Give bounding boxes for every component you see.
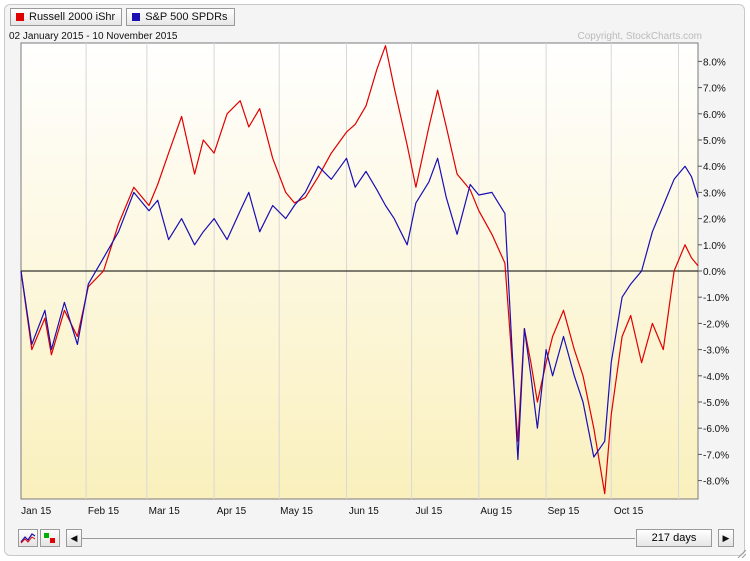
y-tick-label: -4.0%: [703, 372, 729, 383]
days-label: 217 days: [651, 532, 697, 544]
y-tick-label: -7.0%: [703, 450, 729, 461]
line-chart: 8.0% 7.0% 6.0% 5.0% 4.0% 3.0% 2.0% 1.0% 0.0% -1.0…: [20, 42, 729, 517]
scroll-left-button[interactable]: ◀: [66, 529, 82, 547]
x-tick-label: Jul 15: [416, 506, 443, 517]
y-tick-label: 7.0%: [703, 84, 726, 95]
scroll-right-button[interactable]: ▶: [718, 529, 734, 547]
y-tick-label: 5.0%: [703, 136, 726, 147]
y-tick-label: -1.0%: [703, 293, 729, 304]
x-tick-label: Feb 15: [88, 506, 120, 517]
x-tick-label: Sep 15: [548, 506, 580, 517]
line-style-icon: [20, 533, 36, 544]
days-display[interactable]: 217 days: [636, 529, 712, 547]
legend-label-spdr: S&P 500 SPDRs: [145, 11, 228, 23]
legend: Russell 2000 iShr S&P 500 SPDRs: [10, 8, 235, 26]
resize-grip-icon[interactable]: [736, 548, 746, 558]
y-tick-label: -6.0%: [703, 424, 729, 435]
y-tick-label: 6.0%: [703, 110, 726, 121]
y-tick-label: -8.0%: [703, 477, 729, 488]
x-tick-label: Apr 15: [217, 506, 247, 517]
x-tick-label: Jun 15: [349, 506, 379, 517]
left-arrow-icon: ◀: [70, 532, 78, 543]
y-tick-label: -5.0%: [703, 398, 729, 409]
line-style-button[interactable]: [18, 529, 38, 547]
x-tick-label: Jan 15: [21, 506, 51, 517]
y-tick-label: -3.0%: [703, 346, 729, 357]
range-slider[interactable]: [82, 538, 635, 539]
y-tick-label: 4.0%: [703, 162, 726, 173]
y-tick-label: 3.0%: [703, 188, 726, 199]
date-range: 02 January 2015 - 10 November 2015: [9, 31, 178, 42]
legend-label-russell: Russell 2000 iShr: [29, 11, 116, 23]
range-controls: ◀ 217 days ▶: [0, 529, 750, 553]
y-tick-label: 0.0%: [703, 267, 726, 278]
y-tick-label: -2.0%: [703, 319, 729, 330]
series-line-spdr: [20, 157, 699, 461]
x-tick-label: May 15: [280, 506, 313, 517]
legend-item-russell[interactable]: Russell 2000 iShr: [10, 8, 123, 26]
color-button[interactable]: [40, 529, 60, 547]
right-arrow-icon: ▶: [722, 532, 730, 543]
y-tick-label: 1.0%: [703, 241, 726, 252]
series-line-russell: [20, 45, 699, 495]
spdr-swatch: [132, 13, 141, 21]
legend-item-spdr[interactable]: S&P 500 SPDRs: [126, 8, 235, 26]
copyright: Copyright, StockCharts.com: [577, 31, 703, 42]
x-tick-label: Mar 15: [149, 506, 181, 517]
russell-swatch: [16, 13, 24, 21]
y-tick-label: 8.0%: [703, 57, 726, 68]
color-icon: [44, 533, 55, 543]
y-tick-label: 2.0%: [703, 215, 726, 226]
x-tick-label: Aug 15: [480, 506, 512, 517]
x-tick-label: Oct 15: [614, 506, 644, 517]
